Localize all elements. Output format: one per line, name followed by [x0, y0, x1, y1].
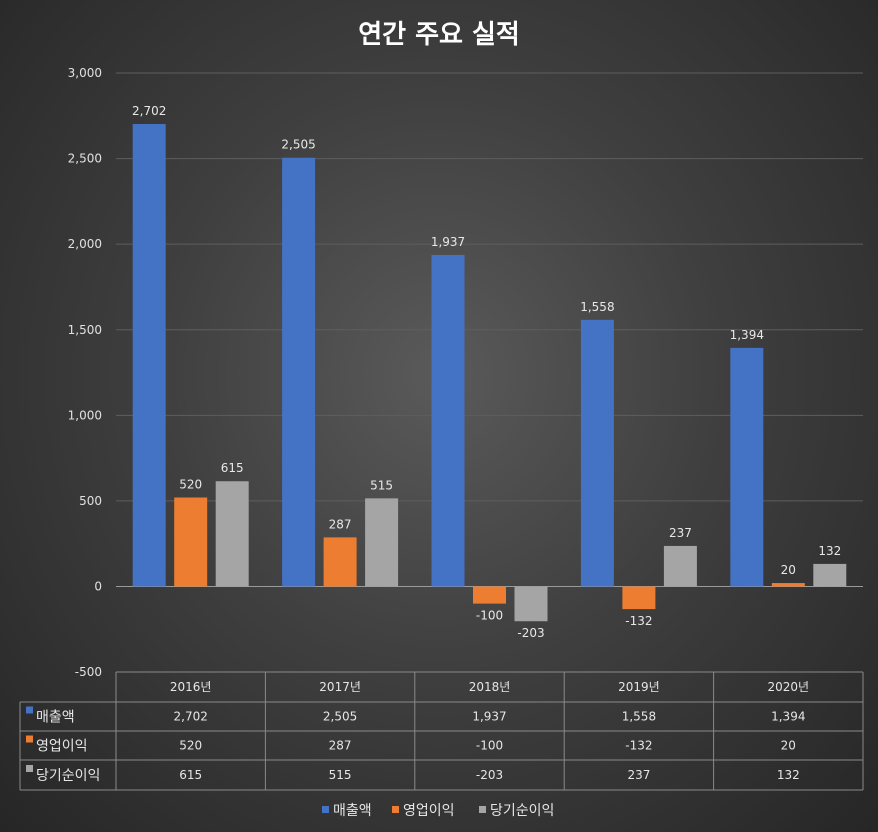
table-cell: 287 [329, 739, 352, 753]
table-cell: 1,937 [472, 710, 506, 724]
bar-당기순이익 [514, 586, 548, 622]
chart-title: 연간 주요 실적 [358, 20, 520, 50]
legend-swatch [392, 806, 399, 813]
y-axis: 3,000 2,500 2,000 1,500 1,000 500 0 -500 [68, 66, 102, 679]
legend-swatch [322, 806, 329, 813]
data-label: 2,702 [132, 104, 166, 118]
bar-매출액 [282, 157, 316, 587]
data-label: 520 [179, 477, 202, 491]
data-label: 515 [370, 478, 393, 492]
bar-매출액 [580, 319, 614, 587]
bar-당기순이익 [813, 563, 847, 587]
data-label: 132 [818, 544, 841, 558]
y-tick-label: 2,000 [68, 237, 102, 251]
bar-영업이익 [473, 586, 506, 604]
table-header-cell: 2018년 [469, 680, 511, 694]
table-cell: 20 [781, 739, 796, 753]
data-label: 2,505 [281, 138, 315, 152]
row-key-swatch [26, 706, 33, 714]
bar-영업이익 [622, 586, 656, 610]
table-cell: 2,505 [323, 710, 357, 724]
y-tick-label: 500 [79, 494, 102, 508]
table-cell: -132 [625, 739, 652, 753]
table-header-cell: 2020년 [768, 680, 810, 694]
legend-entry: 매출액 [333, 803, 372, 819]
bar-영업이익 [323, 537, 357, 587]
y-tick-label: 1,500 [68, 323, 102, 337]
y-tick-label: 2,500 [68, 152, 102, 166]
row-series-name: 매출액 [36, 710, 75, 726]
bars [132, 124, 847, 622]
legend-swatch [479, 806, 486, 813]
table-header-cell: 2019년 [618, 680, 660, 694]
table-header-cell: 2017년 [319, 680, 361, 694]
bar-당기순이익 [663, 545, 697, 587]
bar-영업이익 [174, 497, 208, 587]
legend: 매출액 영업이익 당기순이익 [322, 803, 554, 819]
data-label: 237 [669, 526, 692, 540]
row-series-name: 영업이익 [36, 739, 88, 755]
table-cell: 2,702 [174, 710, 208, 724]
table-cell: 615 [179, 768, 202, 782]
table-cell: 237 [627, 768, 650, 782]
row-key-swatch [26, 765, 33, 772]
table-cell: -100 [476, 739, 503, 753]
table-cell: 1,558 [622, 710, 656, 724]
table-cell: -203 [476, 768, 503, 782]
table-cell: 132 [777, 768, 800, 782]
data-label: 1,558 [580, 300, 614, 314]
data-label: -203 [517, 626, 544, 640]
bar-당기순이익 [365, 498, 399, 587]
data-label: 615 [221, 461, 244, 475]
y-tick-label: 0 [94, 580, 102, 594]
bar-매출액 [431, 254, 465, 587]
bar-매출액 [132, 124, 166, 587]
bar-영업이익 [771, 583, 805, 587]
data-label: -132 [625, 614, 652, 628]
legend-entry: 당기순이익 [490, 803, 554, 819]
bar-당기순이익 [215, 481, 249, 587]
y-tick-label: -500 [75, 665, 102, 679]
data-label: 20 [781, 563, 796, 577]
data-label: -100 [476, 609, 503, 623]
table-cell: 520 [179, 739, 202, 753]
row-series-name: 당기순이익 [36, 768, 100, 784]
table-cell: 1,394 [771, 710, 805, 724]
y-tick-label: 1,000 [68, 408, 102, 422]
data-labels: 2,702 520 615 2,505 287 515 1,937 -100 -203 1,558… [132, 104, 841, 640]
data-label: 1,394 [730, 328, 764, 342]
table-header-cell: 2016년 [170, 680, 212, 694]
table-cell: 515 [329, 768, 352, 782]
bar-매출액 [730, 347, 764, 587]
data-label: 1,937 [431, 235, 465, 249]
data-label: 287 [329, 517, 352, 531]
row-key-swatch [26, 735, 33, 743]
y-tick-label: 3,000 [68, 66, 102, 80]
legend-entry: 영업이익 [403, 803, 455, 819]
